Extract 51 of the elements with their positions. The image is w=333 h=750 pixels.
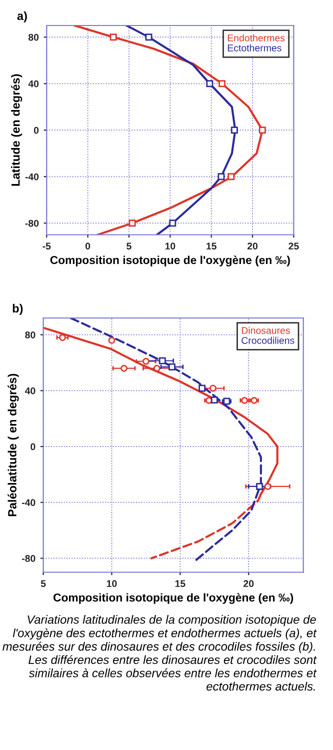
x-tick-label: 0 (85, 242, 90, 250)
point (169, 220, 176, 227)
x-axis-title: Composition isotopique de l'oxygène (en ‰) (50, 256, 290, 266)
point (228, 173, 235, 180)
x-tick-label: 5 (40, 580, 46, 588)
text: Dinosaures (242, 326, 290, 334)
point (206, 80, 214, 88)
point (120, 364, 128, 372)
point (142, 358, 150, 365)
point (58, 334, 66, 342)
x-tick-label: 15 (206, 242, 216, 250)
point (230, 126, 238, 134)
x-tick-label: 10 (106, 580, 117, 588)
x-tick-label: 5 (126, 242, 132, 250)
text: Ectothermes (228, 44, 282, 52)
y-tick-label: 80 (28, 34, 39, 41)
point (158, 357, 166, 364)
y-tick-label: -80 (25, 220, 39, 227)
point (198, 384, 206, 392)
text: Crocodiliens (242, 336, 294, 344)
point (256, 483, 264, 490)
point (108, 336, 116, 344)
point (210, 396, 218, 404)
text: Endothermes (228, 34, 285, 42)
point (110, 34, 117, 41)
x-tick-label: 15 (175, 580, 186, 588)
x-tick-label: 20 (247, 242, 258, 250)
x-axis-title: Composition isotopique de l'oxygène (en ‰) (53, 593, 294, 604)
y-axis-title: Latitude (en degrés) (10, 74, 22, 186)
point (128, 220, 136, 227)
point (258, 126, 266, 134)
chart-title: b) (12, 304, 23, 315)
y-tick-label: 40 (24, 387, 36, 394)
x-tick-label: -5 (42, 242, 51, 250)
y-tick-label: -40 (22, 499, 36, 506)
point (218, 80, 226, 88)
y-axis-title: Paléolatitude ( en degrés) (8, 374, 19, 516)
y-tick-label: 0 (30, 443, 36, 450)
x-tick-label: 10 (165, 242, 176, 250)
x-tick-label: 20 (244, 580, 254, 588)
x-tick-label: 25 (288, 242, 299, 250)
point (210, 384, 216, 392)
point (218, 173, 225, 180)
y-tick-label: 40 (28, 80, 39, 88)
chart-title: a) (17, 11, 27, 22)
y-tick-label: -80 (22, 555, 36, 562)
text: Variations latitudinales de la composition isotopique de l'oxygène des ectothermes et endothermes actuels (a), et mesurées sur des dinosaures et des crocodiles fossiles (b). Les différences entre les dinosaures et crocodiles sont similaires à celles observées entre les endothermes et ectothermes actuels. (2, 615, 317, 691)
point (145, 34, 152, 41)
y-tick-label: 0 (34, 126, 39, 134)
y-tick-label: 80 (25, 332, 36, 338)
y-tick-label: -40 (25, 173, 39, 180)
